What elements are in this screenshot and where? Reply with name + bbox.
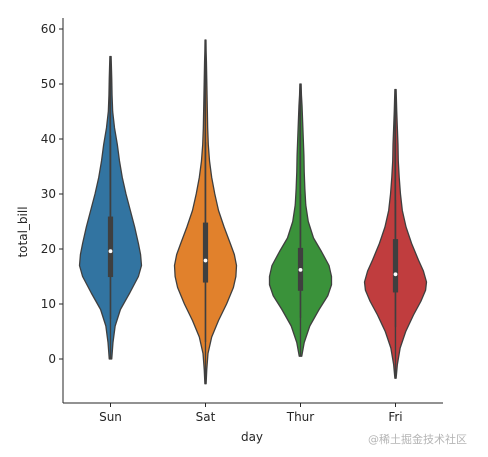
median-point-sun xyxy=(108,249,113,254)
median-point-sat xyxy=(203,258,208,263)
x-tick-label: Fri xyxy=(388,410,402,424)
y-tick-label: 40 xyxy=(41,132,56,146)
median-point-thur xyxy=(298,268,303,272)
y-tick-label: 60 xyxy=(41,22,56,36)
y-tick-label: 10 xyxy=(41,297,56,311)
axes-layer: 0 10 20 30 40 50 60 Sun Sat Thur Fri xyxy=(41,18,443,424)
iqr-box-sat xyxy=(202,222,209,283)
iqr-box-fri xyxy=(392,239,399,293)
x-tick-label: Sat xyxy=(196,410,216,424)
y-tick-label: 0 xyxy=(48,352,56,366)
watermark: @稀土掘金技术社区 xyxy=(368,433,467,446)
y-tick-label: 20 xyxy=(41,242,56,256)
iqr-box-sun xyxy=(107,216,114,278)
x-tick-label: Thur xyxy=(286,410,315,424)
median-point-fri xyxy=(393,272,398,277)
x-tick-label: Sun xyxy=(99,410,122,424)
x-axis-label: day xyxy=(241,430,263,444)
y-tick-label: 50 xyxy=(41,77,56,91)
violins-layer xyxy=(78,39,428,385)
y-axis-label: total_bill xyxy=(16,206,30,257)
y-tick-label: 30 xyxy=(41,187,56,201)
